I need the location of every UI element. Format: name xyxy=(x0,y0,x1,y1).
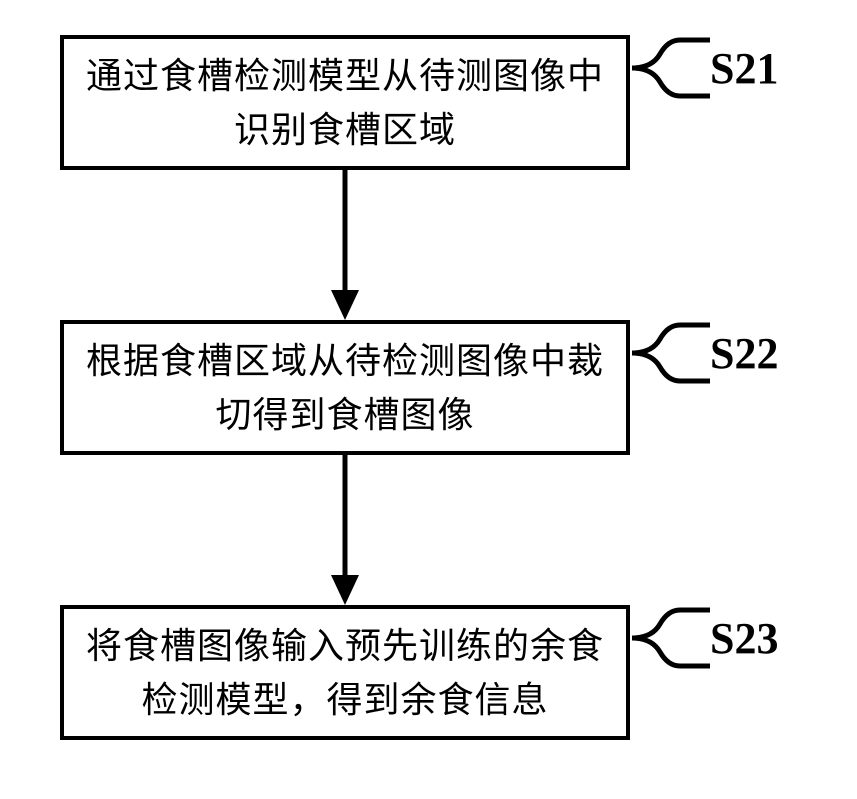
arrow-1 xyxy=(323,170,367,322)
node-2-text: 根据食槽区域从待检测图像中裁 切得到食槽图像 xyxy=(86,334,604,442)
step-label-2: S22 xyxy=(710,328,778,379)
flowchart-container: 通过食槽检测模型从待测图像中 识别食槽区域 S21 根据食槽区域从待检测图像中裁… xyxy=(0,0,857,799)
node-1-line2: 识别食槽区域 xyxy=(234,110,456,150)
flowchart-node-2: 根据食槽区域从待检测图像中裁 切得到食槽图像 xyxy=(60,320,630,455)
node-2-line1: 根据食槽区域从待检测图像中裁 xyxy=(86,341,604,381)
arrow-2 xyxy=(323,455,367,607)
label-connector-3 xyxy=(632,606,710,676)
label-connector-1 xyxy=(632,36,710,106)
node-3-line2: 检测模型，得到余食信息 xyxy=(141,680,548,720)
flowchart-node-3: 将食槽图像输入预先训练的余食 检测模型，得到余食信息 xyxy=(60,605,630,740)
node-1-text: 通过食槽检测模型从待测图像中 识别食槽区域 xyxy=(86,49,604,157)
flowchart-node-1: 通过食槽检测模型从待测图像中 识别食槽区域 xyxy=(60,35,630,170)
node-2-line2: 切得到食槽图像 xyxy=(215,395,474,435)
node-3-text: 将食槽图像输入预先训练的余食 检测模型，得到余食信息 xyxy=(86,619,604,727)
step-label-1: S21 xyxy=(710,43,778,94)
node-1-line1: 通过食槽检测模型从待测图像中 xyxy=(86,56,604,96)
label-connector-2 xyxy=(632,321,710,391)
step-label-3: S23 xyxy=(710,613,778,664)
node-3-line1: 将食槽图像输入预先训练的余食 xyxy=(86,626,604,666)
